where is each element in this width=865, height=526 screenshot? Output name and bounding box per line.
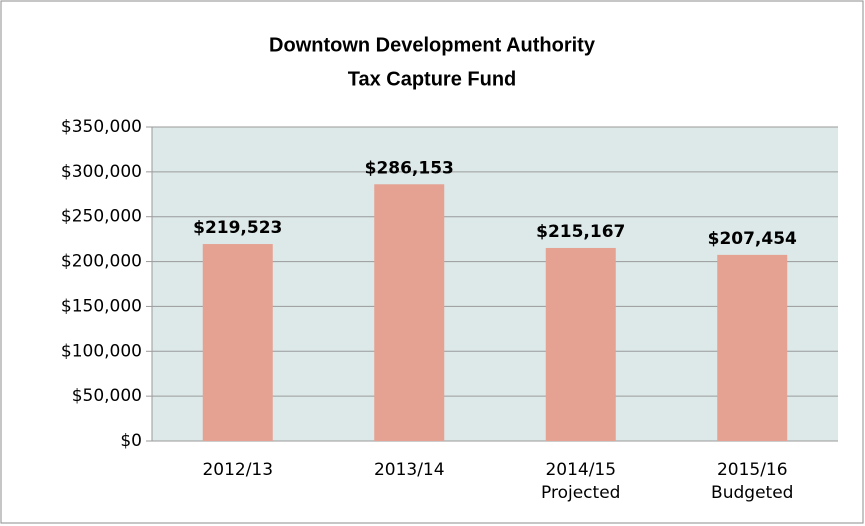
chart-title: Downtown Development Authority [269, 34, 596, 56]
y-tick-label: $350,000 [61, 117, 142, 137]
bar [545, 247, 616, 441]
y-tick-label: $300,000 [61, 162, 142, 182]
y-tick-label: $250,000 [61, 207, 142, 227]
y-tick-label: $100,000 [61, 341, 142, 361]
bar [717, 254, 788, 441]
bar [374, 184, 445, 441]
y-tick-label: $50,000 [72, 386, 142, 406]
bar [202, 244, 273, 441]
value-label: $219,523 [193, 218, 282, 238]
x-tick-label: Budgeted [711, 483, 793, 503]
value-label: $215,167 [536, 222, 625, 242]
y-tick-label: $200,000 [61, 252, 142, 272]
chart-title: Tax Capture Fund [348, 68, 517, 90]
value-label: $286,153 [365, 158, 454, 178]
x-tick-label: 2014/15 [545, 460, 616, 480]
x-tick-label: 2015/16 [717, 460, 788, 480]
x-tick-label: Projected [541, 483, 620, 503]
x-tick-label: 2013/14 [374, 460, 445, 480]
y-tick-label: $0 [120, 431, 142, 451]
y-tick-label: $150,000 [61, 296, 142, 316]
value-label: $207,454 [708, 229, 797, 249]
x-tick-label: 2012/13 [202, 460, 273, 480]
